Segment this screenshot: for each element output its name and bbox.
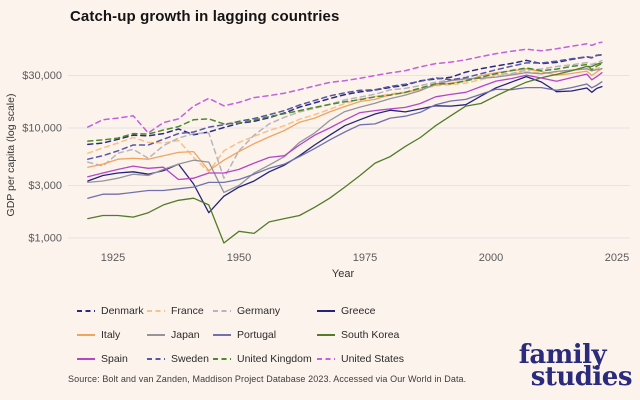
legend-label: United States — [341, 353, 405, 365]
series-line-denmark — [87, 54, 603, 146]
legend-label: United Kingdom — [237, 353, 312, 365]
x-tick-label: 1925 — [101, 252, 125, 264]
legend-swatch — [77, 310, 95, 312]
legend-item-portugal: Portugal — [213, 329, 317, 341]
series-line-united-states — [87, 41, 603, 134]
legend-label: Greece — [341, 305, 376, 317]
legend-item-south-korea: South Korea — [317, 329, 429, 341]
legend-label: South Korea — [341, 329, 400, 341]
logo-text-family: family — [518, 340, 607, 370]
legend-swatch — [213, 334, 231, 336]
legend-item-united-states: United States — [317, 353, 429, 365]
x-tick-label: 2000 — [479, 252, 503, 264]
legend-swatch — [213, 358, 231, 360]
legend-label: Portugal — [237, 329, 277, 341]
legend-label: Germany — [237, 305, 281, 317]
legend-swatch — [317, 334, 335, 336]
x-tick-label: 1950 — [227, 252, 251, 264]
y-tick-label: $3,000 — [28, 180, 62, 192]
legend-label: Italy — [101, 329, 121, 341]
series-line-portugal — [87, 81, 603, 199]
series-line-italy — [87, 67, 603, 172]
series-line-japan — [87, 68, 603, 194]
source-note: Source: Bolt and van Zanden, Maddison Pr… — [68, 374, 467, 384]
legend: Denmark France Germany Greece Italy Japan Port… — [77, 299, 429, 371]
legend-item-france: France — [147, 305, 213, 317]
legend-item-spain: Spain — [77, 353, 147, 365]
legend-item-sweden: Sweden — [147, 353, 213, 365]
legend-swatch — [77, 334, 95, 336]
legend-label: Spain — [101, 353, 128, 365]
legend-swatch — [147, 358, 165, 360]
y-tick-label: $1,000 — [28, 233, 62, 245]
y-tick-label: $30,000 — [22, 70, 62, 82]
y-axis-title: GDP per capita (log scale) — [5, 94, 17, 217]
legend-swatch — [147, 310, 165, 312]
series-line-spain — [87, 72, 603, 181]
legend-swatch — [317, 358, 335, 360]
legend-label: Sweden — [171, 353, 209, 365]
legend-swatch — [147, 334, 165, 336]
y-tick-label: $10,000 — [22, 123, 62, 135]
series-line-united-kingdom — [87, 62, 603, 142]
legend-item-italy: Italy — [77, 329, 147, 341]
legend-item-denmark: Denmark — [77, 305, 147, 317]
series-line-germany — [87, 59, 603, 179]
x-axis-title: Year — [332, 268, 355, 280]
legend-item-japan: Japan — [147, 329, 213, 341]
series-line-south-korea — [87, 62, 603, 244]
series-line-sweden — [87, 54, 603, 160]
legend-swatch — [213, 310, 231, 312]
chart-title: Catch-up growth in lagging countries — [70, 8, 340, 25]
x-tick-label: 2025 — [605, 252, 629, 264]
legend-swatch — [77, 358, 95, 360]
legend-swatch — [317, 310, 335, 312]
line-chart-canvas: $30,000 $10,000 $3,000 $1,000 1925 1950 1975 20… — [5, 41, 630, 280]
legend-label: France — [171, 305, 204, 317]
logo-text-studies: studies — [530, 362, 633, 392]
x-tick-label: 1975 — [353, 252, 377, 264]
legend-item-greece: Greece — [317, 305, 429, 317]
legend-label: Japan — [171, 329, 200, 341]
legend-item-united-kingdom: United Kingdom — [213, 353, 317, 365]
family-studies-logo: family studies — [518, 340, 633, 392]
legend-item-germany: Germany — [213, 305, 317, 317]
legend-label: Denmark — [101, 305, 144, 317]
